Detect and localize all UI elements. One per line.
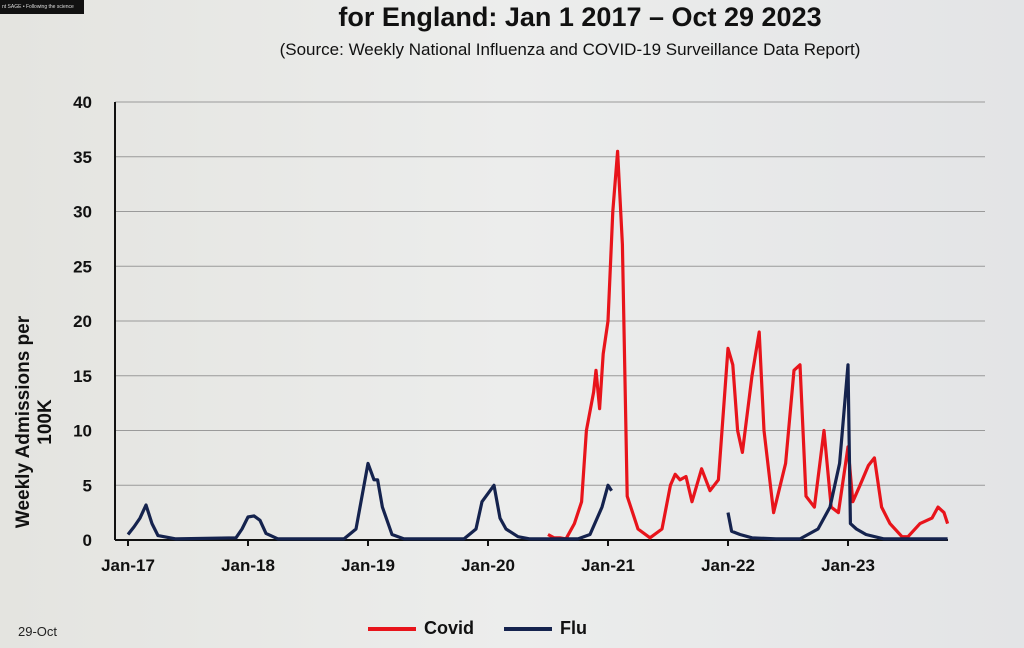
legend-swatch-covid [368,626,416,631]
series-line-flu [126,363,948,541]
y-tick-label: 30 [73,203,92,222]
y-tick-label: 5 [83,476,92,495]
source-banner: nt SAGE • Following the science [0,0,84,14]
chart-title: for England: Jan 1 2017 – Oct 29 2023 [338,2,822,32]
x-tick-label: Jan-22 [701,556,755,575]
y-tick-label: 35 [73,148,92,167]
x-tick-label: Jan-21 [581,556,635,575]
y-tick-label: 25 [73,257,92,276]
legend-label-flu: Flu [560,618,588,638]
x-tick-label: Jan-20 [461,556,515,575]
legend-label-covid: Covid [424,618,475,638]
series-line-covid [547,149,950,541]
y-tick-label: 10 [73,422,92,441]
x-tick-label: Jan-19 [341,556,395,575]
y-tick-label: 0 [83,531,92,550]
legend: Covid Flu [368,618,587,639]
y-tick-label: 20 [73,312,92,331]
legend-swatch-flu [504,626,553,631]
x-tick-label: Jan-23 [821,556,875,575]
y-tick-label: 40 [73,93,92,112]
y-tick-label: 15 [73,367,92,386]
x-tick-label: Jan-18 [221,556,275,575]
chart-subtitle: (Source: Weekly National Influenza and C… [279,40,861,59]
footer-date: 29-Oct [18,624,58,639]
x-tick-label: Jan-17 [101,556,155,575]
